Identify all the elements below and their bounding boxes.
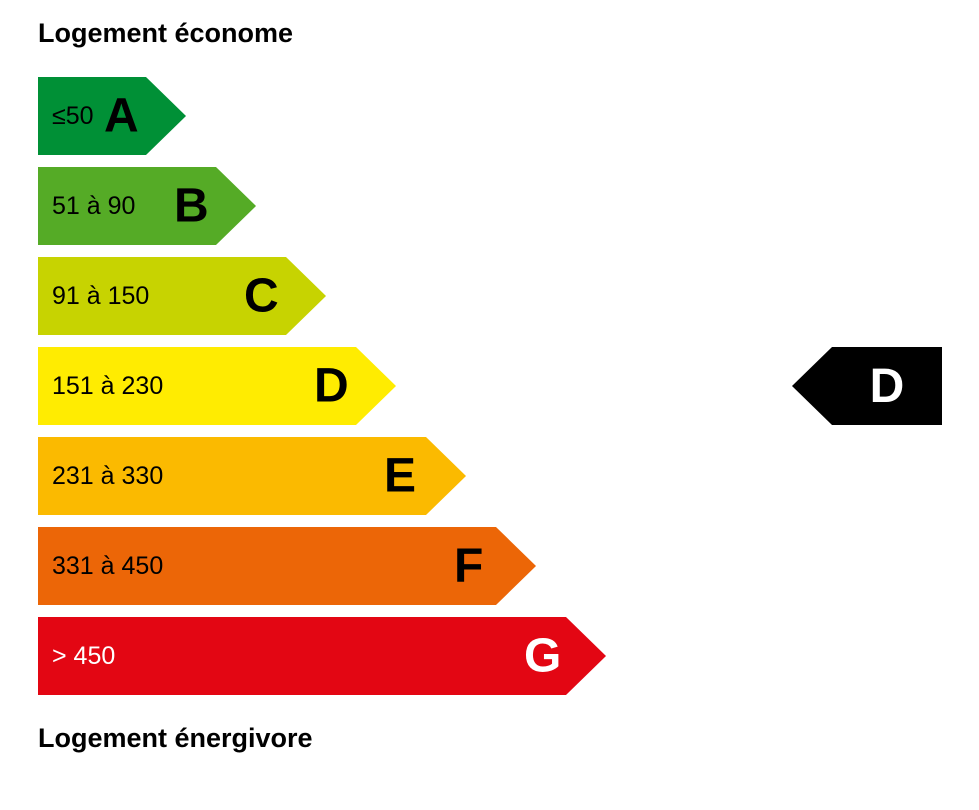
grade-indicator: D: [792, 347, 942, 425]
bar-letter: B: [174, 179, 209, 234]
bar-row: ≤50 A: [38, 77, 606, 155]
bar-row: 151 à 230 D: [38, 347, 606, 425]
bar-body: 331 à 450: [38, 527, 496, 605]
bar-body: > 450: [38, 617, 566, 695]
bar-arrow-icon: [566, 617, 606, 695]
energy-bar-f: 331 à 450 F: [38, 527, 606, 605]
bar-range-text: 91 à 150: [52, 282, 149, 311]
bar-row: 91 à 150 C: [38, 257, 606, 335]
bar-letter: A: [104, 89, 139, 144]
bar-letter: E: [384, 449, 416, 504]
bar-range-text: 51 à 90: [52, 192, 135, 221]
bar-range-text: ≤50: [52, 102, 94, 131]
title-bottom: Logement énergivore: [38, 723, 606, 754]
bar-arrow-icon: [356, 347, 396, 425]
energy-bars: ≤50 A 51 à 90 B 91 à 150 C 151 à 230 D 231 à 330…: [38, 77, 606, 695]
indicator-letter: D: [870, 359, 905, 414]
title-top: Logement économe: [38, 18, 606, 49]
bar-range-text: > 450: [52, 642, 115, 671]
bar-body: 231 à 330: [38, 437, 426, 515]
bar-range-text: 231 à 330: [52, 462, 163, 491]
bar-range-text: 331 à 450: [52, 552, 163, 581]
energy-bar-g: > 450 G: [38, 617, 606, 695]
bar-arrow-icon: [426, 437, 466, 515]
bar-row: 331 à 450 F: [38, 527, 606, 605]
bar-arrow-icon: [286, 257, 326, 335]
bar-letter: G: [524, 629, 561, 684]
bar-body: 151 à 230: [38, 347, 356, 425]
bar-arrow-icon: [146, 77, 186, 155]
bar-row: 51 à 90 B: [38, 167, 606, 245]
energy-bar-e: 231 à 330 E: [38, 437, 606, 515]
bar-letter: C: [244, 269, 279, 324]
bar-row: 231 à 330 E: [38, 437, 606, 515]
bar-arrow-icon: [216, 167, 256, 245]
bar-range-text: 151 à 230: [52, 372, 163, 401]
bar-letter: F: [454, 539, 483, 594]
energy-bar-d: 151 à 230 D: [38, 347, 606, 425]
energy-bar-b: 51 à 90 B: [38, 167, 606, 245]
bar-row: > 450 G: [38, 617, 606, 695]
energy-bar-a: ≤50 A: [38, 77, 606, 155]
indicator-body: D: [832, 347, 942, 425]
bar-arrow-icon: [496, 527, 536, 605]
indicator-arrow-icon: [792, 347, 832, 425]
energy-bar-c: 91 à 150 C: [38, 257, 606, 335]
bar-letter: D: [314, 359, 349, 414]
